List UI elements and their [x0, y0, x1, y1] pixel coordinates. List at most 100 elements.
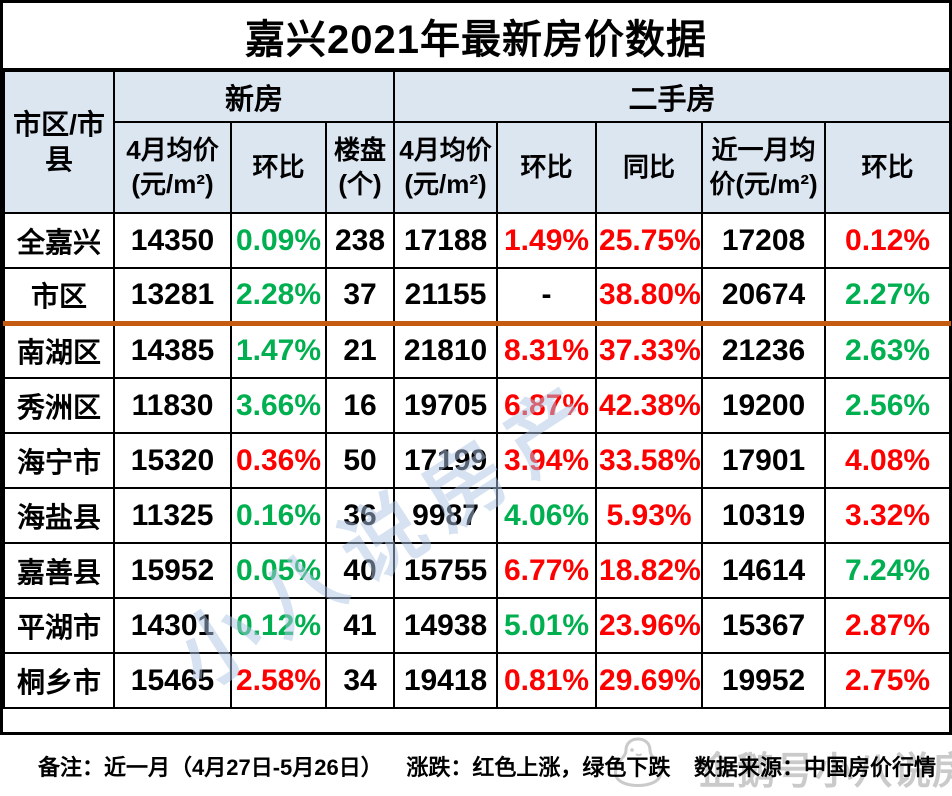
data-cell: 14301 — [113, 597, 232, 654]
group-header-used: 二手房 — [393, 70, 952, 123]
data-cell: 10319 — [701, 487, 827, 544]
data-cell: 2.75% — [824, 652, 952, 709]
data-cell: 13281 — [113, 267, 232, 326]
table-row: 南湖区 14385 1.47% 21 21810 8.31% 37.33% 21236 2.63… — [3, 322, 952, 379]
data-cell: 18.82% — [595, 542, 704, 599]
price-table: 市区/市县 新房 二手房 4月均价(元/m²) 环比 楼盘(个) 4月均价(元/… — [3, 70, 952, 709]
data-cell: 0.81% — [496, 652, 598, 709]
data-cell: 4.06% — [496, 487, 598, 544]
table-row: 海宁市 15320 0.36% 50 17199 3.94% 33.58% 17901 4.08… — [3, 432, 952, 489]
data-cell: 3.66% — [230, 377, 327, 434]
data-cell: 14938 — [393, 597, 499, 654]
data-cell: 40 — [324, 542, 396, 599]
data-cell: 19418 — [393, 652, 499, 709]
data-cell: 1.47% — [230, 322, 327, 379]
table-row: 秀洲区 11830 3.66% 16 19705 6.87% 42.38% 19200 2.56… — [3, 377, 952, 434]
table-row: 全嘉兴 14350 0.09% 238 17188 1.49% 25.75% 17208 0.1… — [3, 212, 952, 269]
table-row: 平湖市 14301 0.12% 41 14938 5.01% 23.96% 15367 2.87… — [3, 597, 952, 654]
data-cell: 238 — [324, 212, 396, 269]
row-label: 南湖区 — [3, 322, 115, 379]
data-cell: 21236 — [701, 322, 827, 379]
data-cell: 8.31% — [496, 322, 598, 379]
data-cell: 15320 — [113, 432, 232, 489]
data-cell: 41 — [324, 597, 396, 654]
data-cell: 0.12% — [230, 597, 327, 654]
data-cell: 25.75% — [595, 212, 704, 269]
header-group-row: 市区/市县 新房 二手房 — [3, 70, 952, 214]
row-label: 嘉善县 — [3, 542, 115, 599]
data-cell: 2.27% — [824, 267, 952, 326]
data-cell: 14385 — [113, 322, 232, 379]
footer-note: 备注：近一月（4月27日-5月26日） — [38, 754, 383, 780]
data-cell: 36 — [324, 487, 396, 544]
col-header-new-mom: 环比 — [230, 121, 327, 214]
data-cell: 19200 — [701, 377, 827, 434]
data-cell: 2.56% — [824, 377, 952, 434]
data-cell: 5.01% — [496, 597, 598, 654]
data-cell: 19952 — [701, 652, 827, 709]
table-row: 嘉善县 15952 0.05% 40 15755 6.77% 18.82% 14614 7.24… — [3, 542, 952, 599]
data-cell: 15465 — [113, 652, 232, 709]
data-cell: 50 — [324, 432, 396, 489]
footer: 备注：近一月（4月27日-5月26日） 涨跌：红色上涨，绿色下跌 数据来源：中国… — [0, 735, 952, 796]
row-label: 秀洲区 — [3, 377, 115, 434]
data-cell: 19705 — [393, 377, 499, 434]
row-label: 全嘉兴 — [3, 212, 115, 269]
data-cell: 17188 — [393, 212, 499, 269]
header-sub-row: 4月均价(元/m²) 环比 楼盘(个) 4月均价(元/m²) 环比 同比 近一月… — [4, 121, 952, 214]
row-label: 海宁市 — [3, 432, 115, 489]
data-cell: 0.05% — [230, 542, 327, 599]
data-cell: 17901 — [701, 432, 827, 489]
data-cell: 0.16% — [230, 487, 327, 544]
row-label: 市区 — [3, 267, 115, 326]
data-cell: - — [496, 267, 598, 326]
data-cell: 15952 — [113, 542, 232, 599]
footer-source: 数据来源：中国房价行情 — [693, 754, 936, 780]
col-header-projects: 楼盘(个) — [324, 121, 396, 214]
data-cell: 0.09% — [230, 212, 327, 269]
data-cell: 37.33% — [595, 322, 704, 379]
data-cell: 3.94% — [496, 432, 598, 489]
data-cell: 2.87% — [824, 597, 952, 654]
data-cell: 11830 — [113, 377, 232, 434]
data-cell: 14614 — [701, 542, 827, 599]
col-header-new-avg: 4月均价(元/m²) — [113, 121, 232, 214]
data-cell: 0.36% — [230, 432, 327, 489]
corner-header: 市区/市县 — [3, 70, 115, 214]
data-cell: 17199 — [393, 432, 499, 489]
data-cell: 11325 — [113, 487, 232, 544]
table-row: 桐乡市 15465 2.58% 34 19418 0.81% 29.69% 19952 2.75… — [3, 652, 952, 709]
data-cell: 21155 — [393, 267, 499, 326]
data-cell: 20674 — [701, 267, 827, 326]
data-cell: 38.80% — [595, 267, 704, 326]
data-cell: 33.58% — [595, 432, 704, 489]
col-header-month-mom: 环比 — [824, 121, 952, 214]
col-header-month-avg: 近一月均价(元/m²) — [701, 121, 827, 214]
data-cell: 5.93% — [595, 487, 704, 544]
data-cell: 1.49% — [496, 212, 598, 269]
footer-legend: 涨跌：红色上涨，绿色下跌 — [406, 754, 671, 780]
data-cell: 0.12% — [824, 212, 952, 269]
data-cell: 37 — [324, 267, 396, 326]
data-cell: 15755 — [393, 542, 499, 599]
row-label: 桐乡市 — [3, 652, 115, 709]
data-cell: 2.63% — [824, 322, 952, 379]
data-cell: 23.96% — [595, 597, 704, 654]
data-cell: 2.28% — [230, 267, 327, 326]
data-cell: 7.24% — [824, 542, 952, 599]
col-header-used-yoy: 同比 — [595, 121, 704, 214]
data-cell: 42.38% — [595, 377, 704, 434]
data-cell: 34 — [324, 652, 396, 709]
data-cell: 9987 — [393, 487, 499, 544]
data-cell: 2.58% — [230, 652, 327, 709]
data-cell: 6.87% — [496, 377, 598, 434]
col-header-used-avg: 4月均价(元/m²) — [393, 121, 499, 214]
data-cell: 4.08% — [824, 432, 952, 489]
row-label: 海盐县 — [3, 487, 115, 544]
data-cell: 14350 — [113, 212, 232, 269]
data-cell: 21 — [324, 322, 396, 379]
data-cell: 15367 — [701, 597, 827, 654]
table-row: 海盐县 11325 0.16% 36 9987 4.06% 5.93% 10319 3.32% — [3, 487, 952, 544]
row-label: 平湖市 — [3, 597, 115, 654]
